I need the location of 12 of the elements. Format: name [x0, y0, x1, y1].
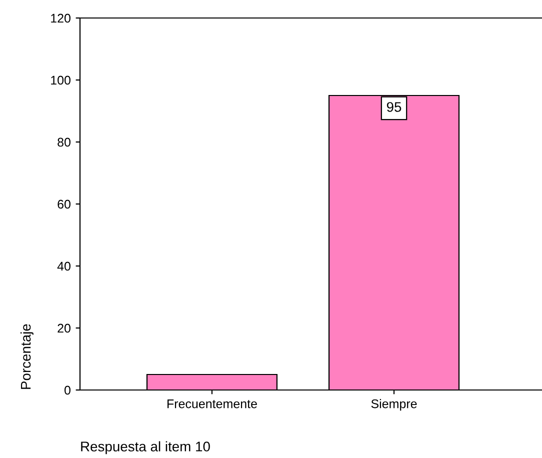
y-tick-label: 100	[51, 76, 70, 85]
y-tick-label: 80	[58, 138, 70, 147]
y-axis-title: Porcentaje	[20, 324, 34, 389]
data-label: 95	[386, 102, 402, 112]
y-tick-label: 120	[51, 14, 70, 23]
y-tick-label: 20	[58, 324, 70, 333]
y-tick-label: 60	[58, 200, 70, 209]
x-tick-label: Siempre	[371, 399, 417, 411]
y-tick-label: 40	[57, 262, 70, 271]
x-axis-title: Respuesta al item 10	[81, 441, 210, 454]
y-tick-label: 0	[64, 386, 70, 395]
x-tick-label: Frecuentemente	[167, 399, 257, 408]
